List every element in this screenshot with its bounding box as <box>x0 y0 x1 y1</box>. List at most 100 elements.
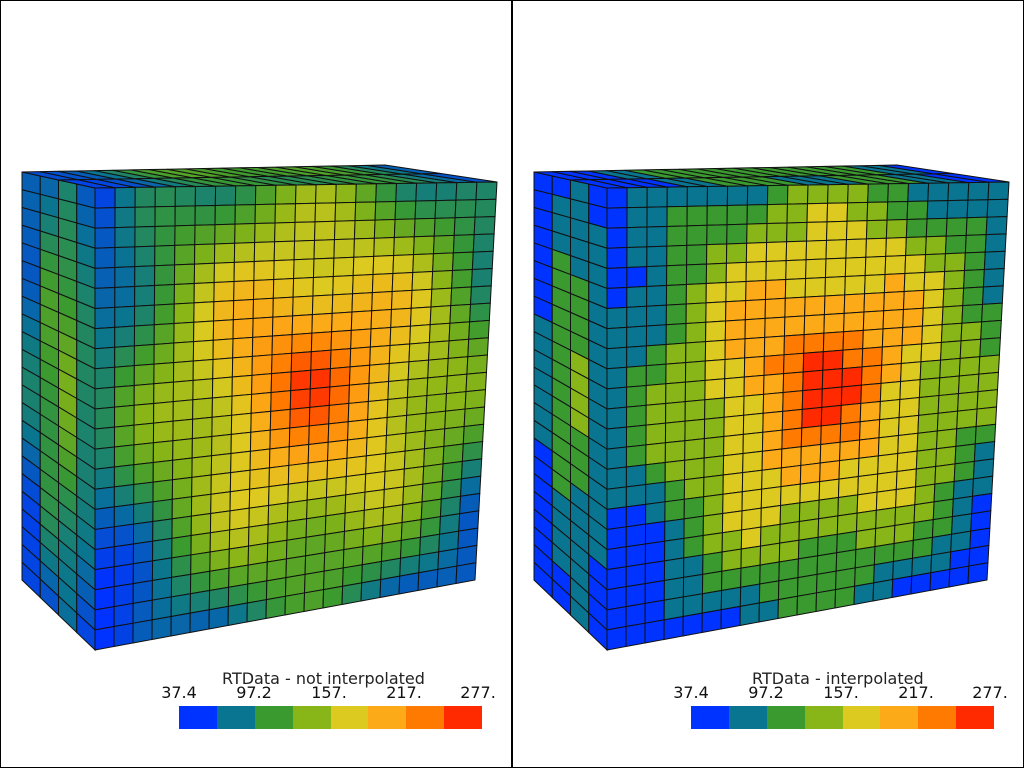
mesh-cell <box>763 373 785 395</box>
mesh-cell <box>784 277 807 299</box>
mesh-cell <box>385 432 407 455</box>
mesh-cell <box>877 434 899 457</box>
mesh-cell <box>973 440 996 462</box>
mesh-cell <box>927 182 950 202</box>
mesh-cell <box>375 182 398 203</box>
mesh-cell <box>705 281 727 304</box>
mesh-cell <box>345 455 367 478</box>
mesh-cell <box>626 305 648 328</box>
mesh-cell <box>899 379 921 401</box>
mesh-cell <box>840 384 862 406</box>
mesh-cell <box>228 545 250 569</box>
mesh-cell <box>452 234 475 254</box>
mesh-cell <box>823 312 845 334</box>
mesh-render[interactable] <box>0 0 512 768</box>
mesh-cell <box>333 220 356 241</box>
mesh-cell <box>230 431 252 455</box>
mesh-cell <box>272 277 295 299</box>
mesh-cell <box>921 306 944 327</box>
mesh-cell <box>683 496 705 520</box>
mesh-cell <box>683 515 704 539</box>
mesh-cell <box>341 582 363 606</box>
mesh-cell <box>388 343 411 365</box>
mesh-cell <box>407 359 430 381</box>
mesh-cell <box>383 486 405 509</box>
mesh-cell <box>684 399 706 422</box>
mesh-cell <box>766 203 788 225</box>
mesh-cell <box>211 433 232 457</box>
mesh-cell <box>958 356 981 377</box>
mesh-cell <box>758 599 779 623</box>
mesh-cell <box>765 260 787 281</box>
mesh-cell <box>960 321 983 342</box>
mesh-cell <box>193 262 215 284</box>
mesh-cell <box>982 267 1005 288</box>
mesh-cell <box>964 234 987 254</box>
mesh-cell <box>806 221 828 242</box>
mesh-cell <box>644 540 666 565</box>
mesh-cell <box>475 181 498 201</box>
mesh-cell <box>305 533 326 557</box>
mesh-cell <box>725 280 747 303</box>
mesh-cell <box>398 572 420 595</box>
mesh-cell <box>685 341 707 364</box>
mesh-cell <box>895 468 917 491</box>
mesh-cell <box>286 499 308 523</box>
scalar-bar-label: 97.2 <box>748 683 784 702</box>
mesh-cell <box>434 199 457 219</box>
mesh-cell <box>981 302 1003 323</box>
mesh-cell <box>606 526 627 551</box>
mesh-cell <box>923 270 946 291</box>
mesh-cell <box>625 543 646 568</box>
mesh-cell <box>957 391 979 412</box>
mesh-cell <box>192 397 213 420</box>
mesh-cell <box>963 268 985 289</box>
mesh-cell <box>683 534 704 559</box>
mesh-cell <box>192 378 214 401</box>
mesh-cell <box>760 486 782 509</box>
mesh-cell <box>799 481 821 504</box>
mesh-cell <box>114 305 136 328</box>
mesh-cell <box>432 234 455 255</box>
mesh-cell <box>455 562 477 585</box>
scalar-bar-title: RTData - interpolated <box>752 669 924 688</box>
viewport-interpolated[interactable]: RTData - interpolated 37.4 97.2 157. 217… <box>512 0 1024 768</box>
mesh-cell <box>331 293 354 314</box>
mesh-render[interactable] <box>512 0 1024 768</box>
viewport-not-interpolated[interactable]: RTData - not interpolated 37.4 97.2 157.… <box>0 0 512 768</box>
mesh-cell <box>953 460 975 483</box>
mesh-cell <box>364 470 386 493</box>
mesh-cell <box>209 529 231 553</box>
mesh-cell <box>625 523 647 548</box>
mesh-cell <box>684 418 706 442</box>
mesh-cell <box>134 186 156 208</box>
mesh-cell <box>371 272 394 294</box>
mesh-cell <box>987 181 1010 201</box>
scalar-bar-swatch <box>804 706 843 729</box>
mesh-cell <box>885 236 907 257</box>
mesh-cell <box>214 223 236 245</box>
mesh-cell <box>308 423 330 446</box>
mesh-cell <box>885 218 908 239</box>
mesh-cell <box>777 595 798 620</box>
mesh-cell <box>113 622 134 648</box>
mesh-cell <box>153 283 175 306</box>
mesh-cell <box>469 302 491 323</box>
mesh-cell <box>172 360 194 383</box>
mesh-cell <box>744 317 766 340</box>
mesh-cell <box>786 203 809 224</box>
mesh-cell <box>151 576 173 601</box>
mesh-cell <box>465 371 488 393</box>
mesh-cell <box>972 475 994 497</box>
mesh-cell <box>948 565 970 588</box>
mesh-cell <box>367 380 390 403</box>
mesh-cell <box>326 457 348 480</box>
mesh-cell <box>920 341 942 363</box>
mesh-cell <box>170 573 192 598</box>
mesh-cell <box>332 256 355 278</box>
mesh-cell <box>232 298 255 321</box>
mesh-cell <box>606 326 628 350</box>
mesh-cell <box>133 422 155 446</box>
mesh-cell <box>114 206 136 229</box>
mesh-cell <box>442 443 464 465</box>
